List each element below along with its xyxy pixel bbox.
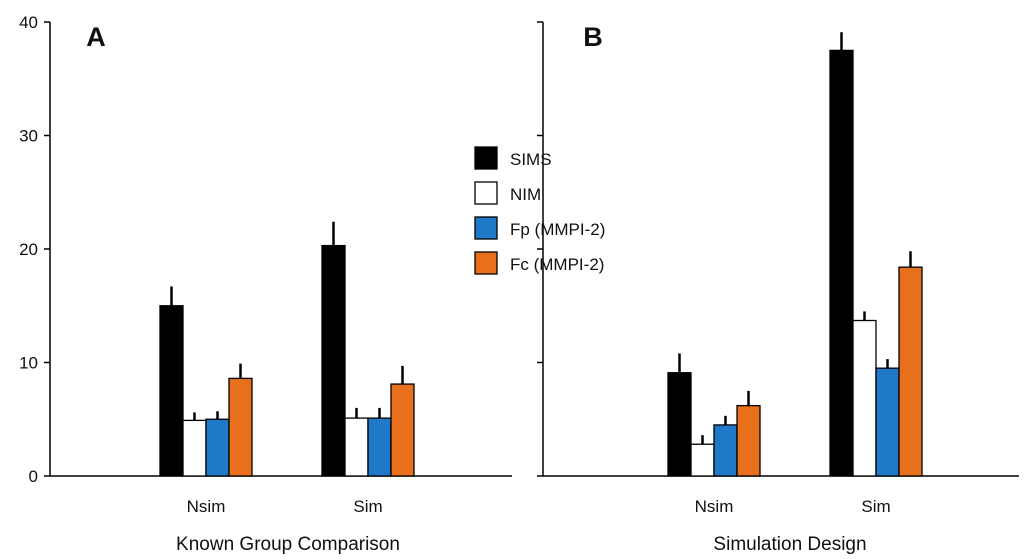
x-tick-label: Sim [353, 497, 382, 516]
bars-panel-a [159, 221, 415, 477]
x-axis-title: Simulation Design [713, 534, 866, 554]
legend-label: SIMS [510, 150, 552, 169]
bars-panel-b [667, 32, 923, 477]
bar-fp-nsim [205, 418, 230, 477]
x-axis-title: Known Group Comparison [176, 534, 400, 554]
legend: SIMS NIM Fp (MMPI-2) Fc (MMPI-2) [474, 146, 605, 275]
legend-swatch [474, 181, 498, 205]
y-tick-label: 30 [19, 127, 38, 146]
y-tick-label: 20 [19, 240, 38, 259]
panel-letter: B [583, 22, 603, 52]
bar-fc-sim [898, 266, 923, 477]
bar-sims-sim [321, 244, 346, 477]
bar-nim-nsim [182, 419, 207, 477]
bar-sims-nsim [159, 305, 184, 477]
x-tick-label: Nsim [695, 497, 734, 516]
bars-layer [159, 32, 923, 477]
bar-nim-sim [852, 319, 877, 477]
legend-label: Fc (MMPI-2) [510, 255, 604, 274]
bar-nim-sim [344, 417, 369, 477]
bar-sims-sim [829, 49, 854, 477]
y-tick-label: 40 [19, 13, 38, 32]
bar-fp-sim [875, 367, 900, 477]
x-tick-label: Sim [861, 497, 890, 516]
chart-panel-b: B Nsim Sim Simulation Design [537, 21, 1019, 555]
legend-swatch [474, 251, 498, 275]
axes-layer: 0 10 20 30 40 A Nsim Sim Known Group Comparison B… [19, 13, 1019, 555]
bar-sims-nsim [667, 372, 692, 477]
chart-panel-a: 0 10 20 30 40 A Nsim Sim Known Group Comparison [19, 13, 512, 555]
bar-fc-nsim [736, 404, 761, 477]
bar-fc-sim [390, 383, 415, 477]
legend-label: NIM [510, 185, 541, 204]
bar-fp-sim [367, 417, 392, 477]
bar-fp-nsim [713, 424, 738, 477]
bar-nim-nsim [690, 443, 715, 477]
legend-label: Fp (MMPI-2) [510, 220, 605, 239]
y-tick-label: 10 [19, 354, 38, 373]
legend-swatch [474, 216, 498, 240]
y-tick-label: 0 [29, 467, 38, 486]
x-tick-label: Nsim [187, 497, 226, 516]
bar-fc-nsim [228, 377, 253, 477]
legend-swatch [474, 146, 498, 170]
panel-letter: A [86, 22, 106, 52]
